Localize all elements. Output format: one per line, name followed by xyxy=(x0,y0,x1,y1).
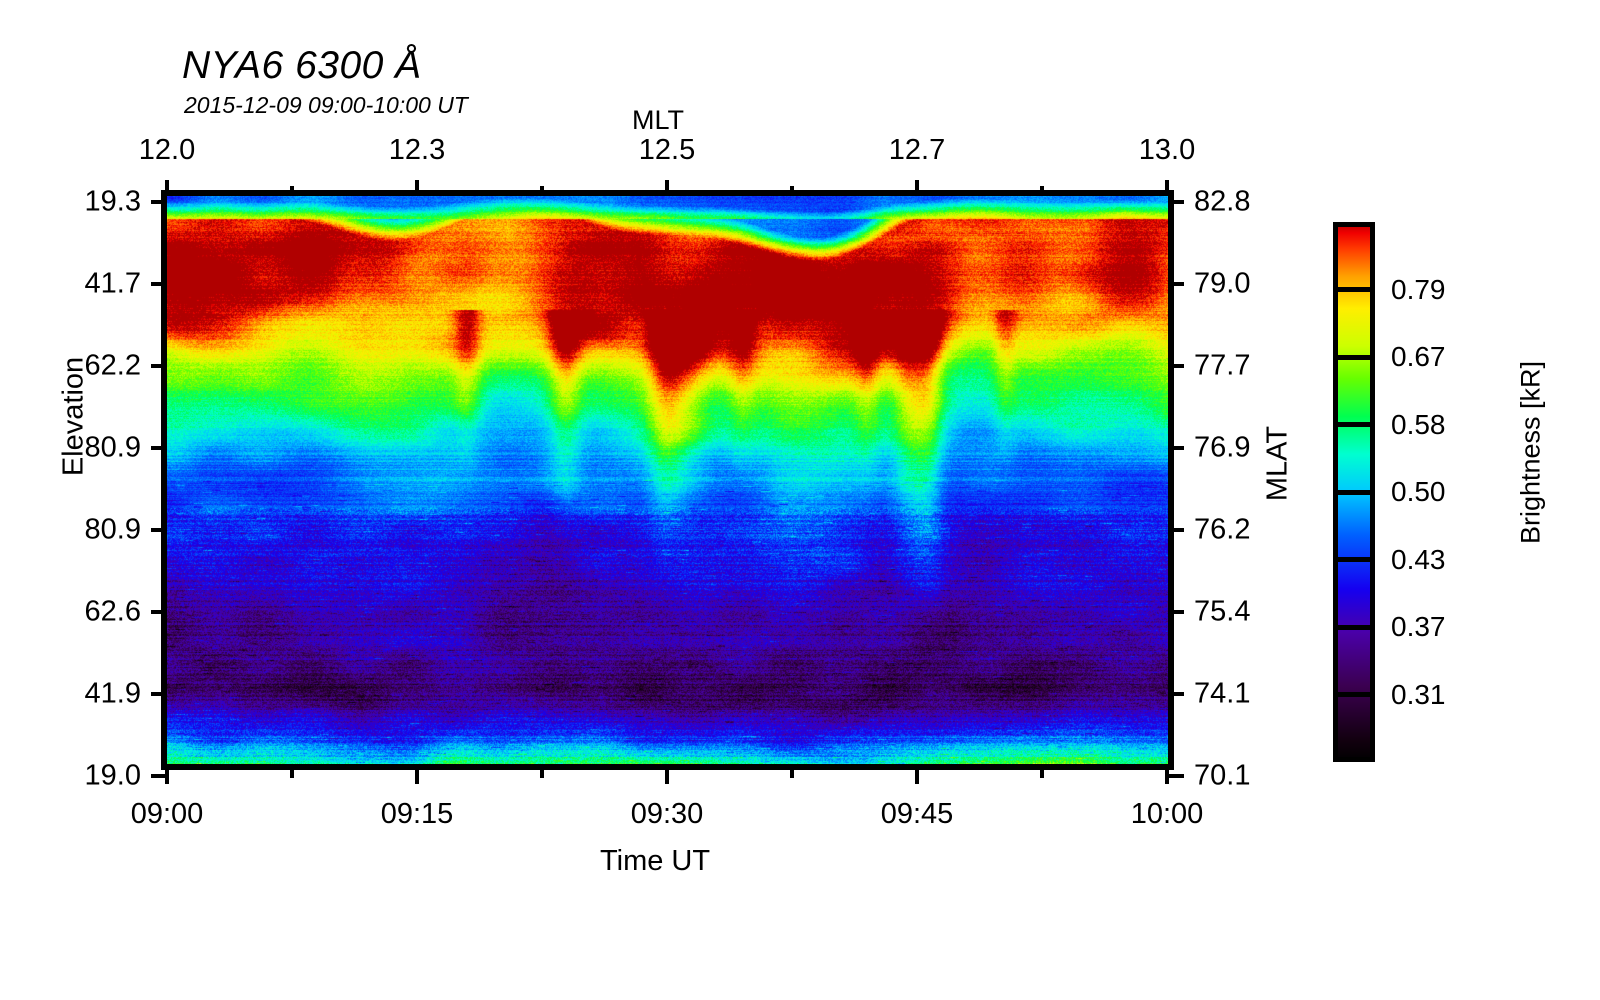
tick-bottom-major-4 xyxy=(1165,768,1169,784)
bottom-tick-label-3: 09:45 xyxy=(880,798,954,830)
bottom-tick-label-1: 09:15 xyxy=(380,798,454,830)
left-tick-label-5: 62.6 xyxy=(84,595,141,628)
right-tick-label-0: 82.8 xyxy=(1194,185,1251,218)
colorbar-tick-label-3: 0.50 xyxy=(1391,476,1446,507)
bottom-axis-title: Time UT xyxy=(600,845,711,877)
top-tick-label-4: 13.0 xyxy=(1138,134,1196,166)
tick-right-2 xyxy=(1168,364,1184,368)
left-tick-label-4: 80.9 xyxy=(84,513,141,546)
tick-top-major-4 xyxy=(1165,180,1169,196)
right-axis-title: MLAT xyxy=(1261,425,1294,502)
tick-top-minor-0 xyxy=(290,186,294,196)
tick-left-4 xyxy=(151,528,167,532)
right-tick-label-2: 77.7 xyxy=(1194,349,1251,382)
top-tick-label-3: 12.7 xyxy=(888,134,946,166)
left-tick-label-3: 80.9 xyxy=(84,431,141,464)
tick-left-5 xyxy=(151,610,167,614)
tick-bottom-major-0 xyxy=(165,768,169,784)
tick-right-0 xyxy=(1168,200,1184,204)
left-tick-label-6: 41.9 xyxy=(84,677,141,710)
colorbar-tick-label-0: 0.79 xyxy=(1391,273,1446,305)
tick-right-1 xyxy=(1168,282,1184,286)
tick-top-minor-3 xyxy=(1040,186,1044,196)
colorbar-tick-label-2: 0.58 xyxy=(1391,408,1446,440)
plot-subtitle: 2015-12-09 09:00-10:00 UT xyxy=(184,92,468,118)
axis-line-bottom xyxy=(161,764,1174,770)
tick-top-minor-1 xyxy=(540,186,544,196)
top-tick-label-0: 12.0 xyxy=(138,134,196,166)
colorbar-tick-label-5: 0.37 xyxy=(1391,611,1446,642)
right-tick-label-3: 76.9 xyxy=(1194,431,1251,464)
left-tick-label-0: 19.3 xyxy=(84,185,141,218)
tick-left-6 xyxy=(151,692,167,696)
colorbar-tick-label-1: 0.67 xyxy=(1391,341,1446,372)
tick-bottom-minor-2 xyxy=(790,768,794,778)
bottom-tick-label-4: 10:00 xyxy=(1130,798,1204,830)
colorbar-tick-label-6: 0.31 xyxy=(1391,678,1446,710)
tick-bottom-major-3 xyxy=(915,768,919,784)
axis-line-left xyxy=(161,190,167,770)
tick-right-3 xyxy=(1168,446,1184,450)
colorbar-divider-3 xyxy=(1333,489,1375,495)
tick-left-7 xyxy=(151,774,167,778)
tick-top-major-2 xyxy=(665,180,669,196)
right-tick-label-6: 74.1 xyxy=(1194,677,1251,710)
colorbar xyxy=(1333,222,1375,762)
tick-bottom-major-2 xyxy=(665,768,669,784)
right-tick-label-1: 79.0 xyxy=(1194,267,1251,300)
top-tick-label-2: 12.5 xyxy=(638,134,696,166)
right-tick-label-5: 75.4 xyxy=(1194,595,1251,628)
tick-left-2 xyxy=(151,364,167,368)
colorbar-divider-2 xyxy=(1333,422,1375,427)
left-tick-label-2: 62.2 xyxy=(84,349,141,382)
bottom-tick-label-0: 09:00 xyxy=(130,798,204,830)
tick-top-major-1 xyxy=(415,180,419,196)
tick-bottom-minor-0 xyxy=(290,768,294,778)
left-tick-label-1: 41.7 xyxy=(84,267,141,300)
colorbar-divider-0 xyxy=(1333,287,1375,292)
tick-right-5 xyxy=(1168,610,1184,614)
tick-right-6 xyxy=(1168,692,1184,696)
right-tick-label-7: 70.1 xyxy=(1194,759,1251,792)
top-tick-label-1: 12.3 xyxy=(388,134,446,166)
tick-bottom-minor-1 xyxy=(540,768,544,778)
axis-line-right xyxy=(1168,190,1174,770)
tick-right-4 xyxy=(1168,528,1184,532)
bottom-tick-label-2: 09:30 xyxy=(630,798,704,830)
tick-right-7 xyxy=(1168,774,1184,778)
colorbar-tick-label-4: 0.43 xyxy=(1391,543,1446,575)
colorbar-divider-4 xyxy=(1333,557,1375,562)
colorbar-divider-1 xyxy=(1333,354,1375,360)
plot-title: NYA6 6300 Å xyxy=(182,44,422,87)
keogram-plot-area xyxy=(167,196,1168,764)
colorbar-divider-6 xyxy=(1333,692,1375,697)
keogram-image xyxy=(167,196,1168,764)
tick-left-3 xyxy=(151,446,167,450)
right-tick-label-4: 76.2 xyxy=(1194,513,1251,546)
top-axis-title: MLT xyxy=(632,105,684,135)
left-tick-label-7: 19.0 xyxy=(84,759,141,792)
tick-top-major-3 xyxy=(915,180,919,196)
tick-left-1 xyxy=(151,282,167,286)
tick-top-major-0 xyxy=(165,180,169,196)
tick-left-0 xyxy=(151,200,167,204)
colorbar-divider-5 xyxy=(1333,624,1375,630)
colorbar-title: Brightness [kR] xyxy=(1515,360,1546,545)
tick-top-minor-2 xyxy=(790,186,794,196)
tick-bottom-minor-3 xyxy=(1040,768,1044,778)
tick-bottom-major-1 xyxy=(415,768,419,784)
